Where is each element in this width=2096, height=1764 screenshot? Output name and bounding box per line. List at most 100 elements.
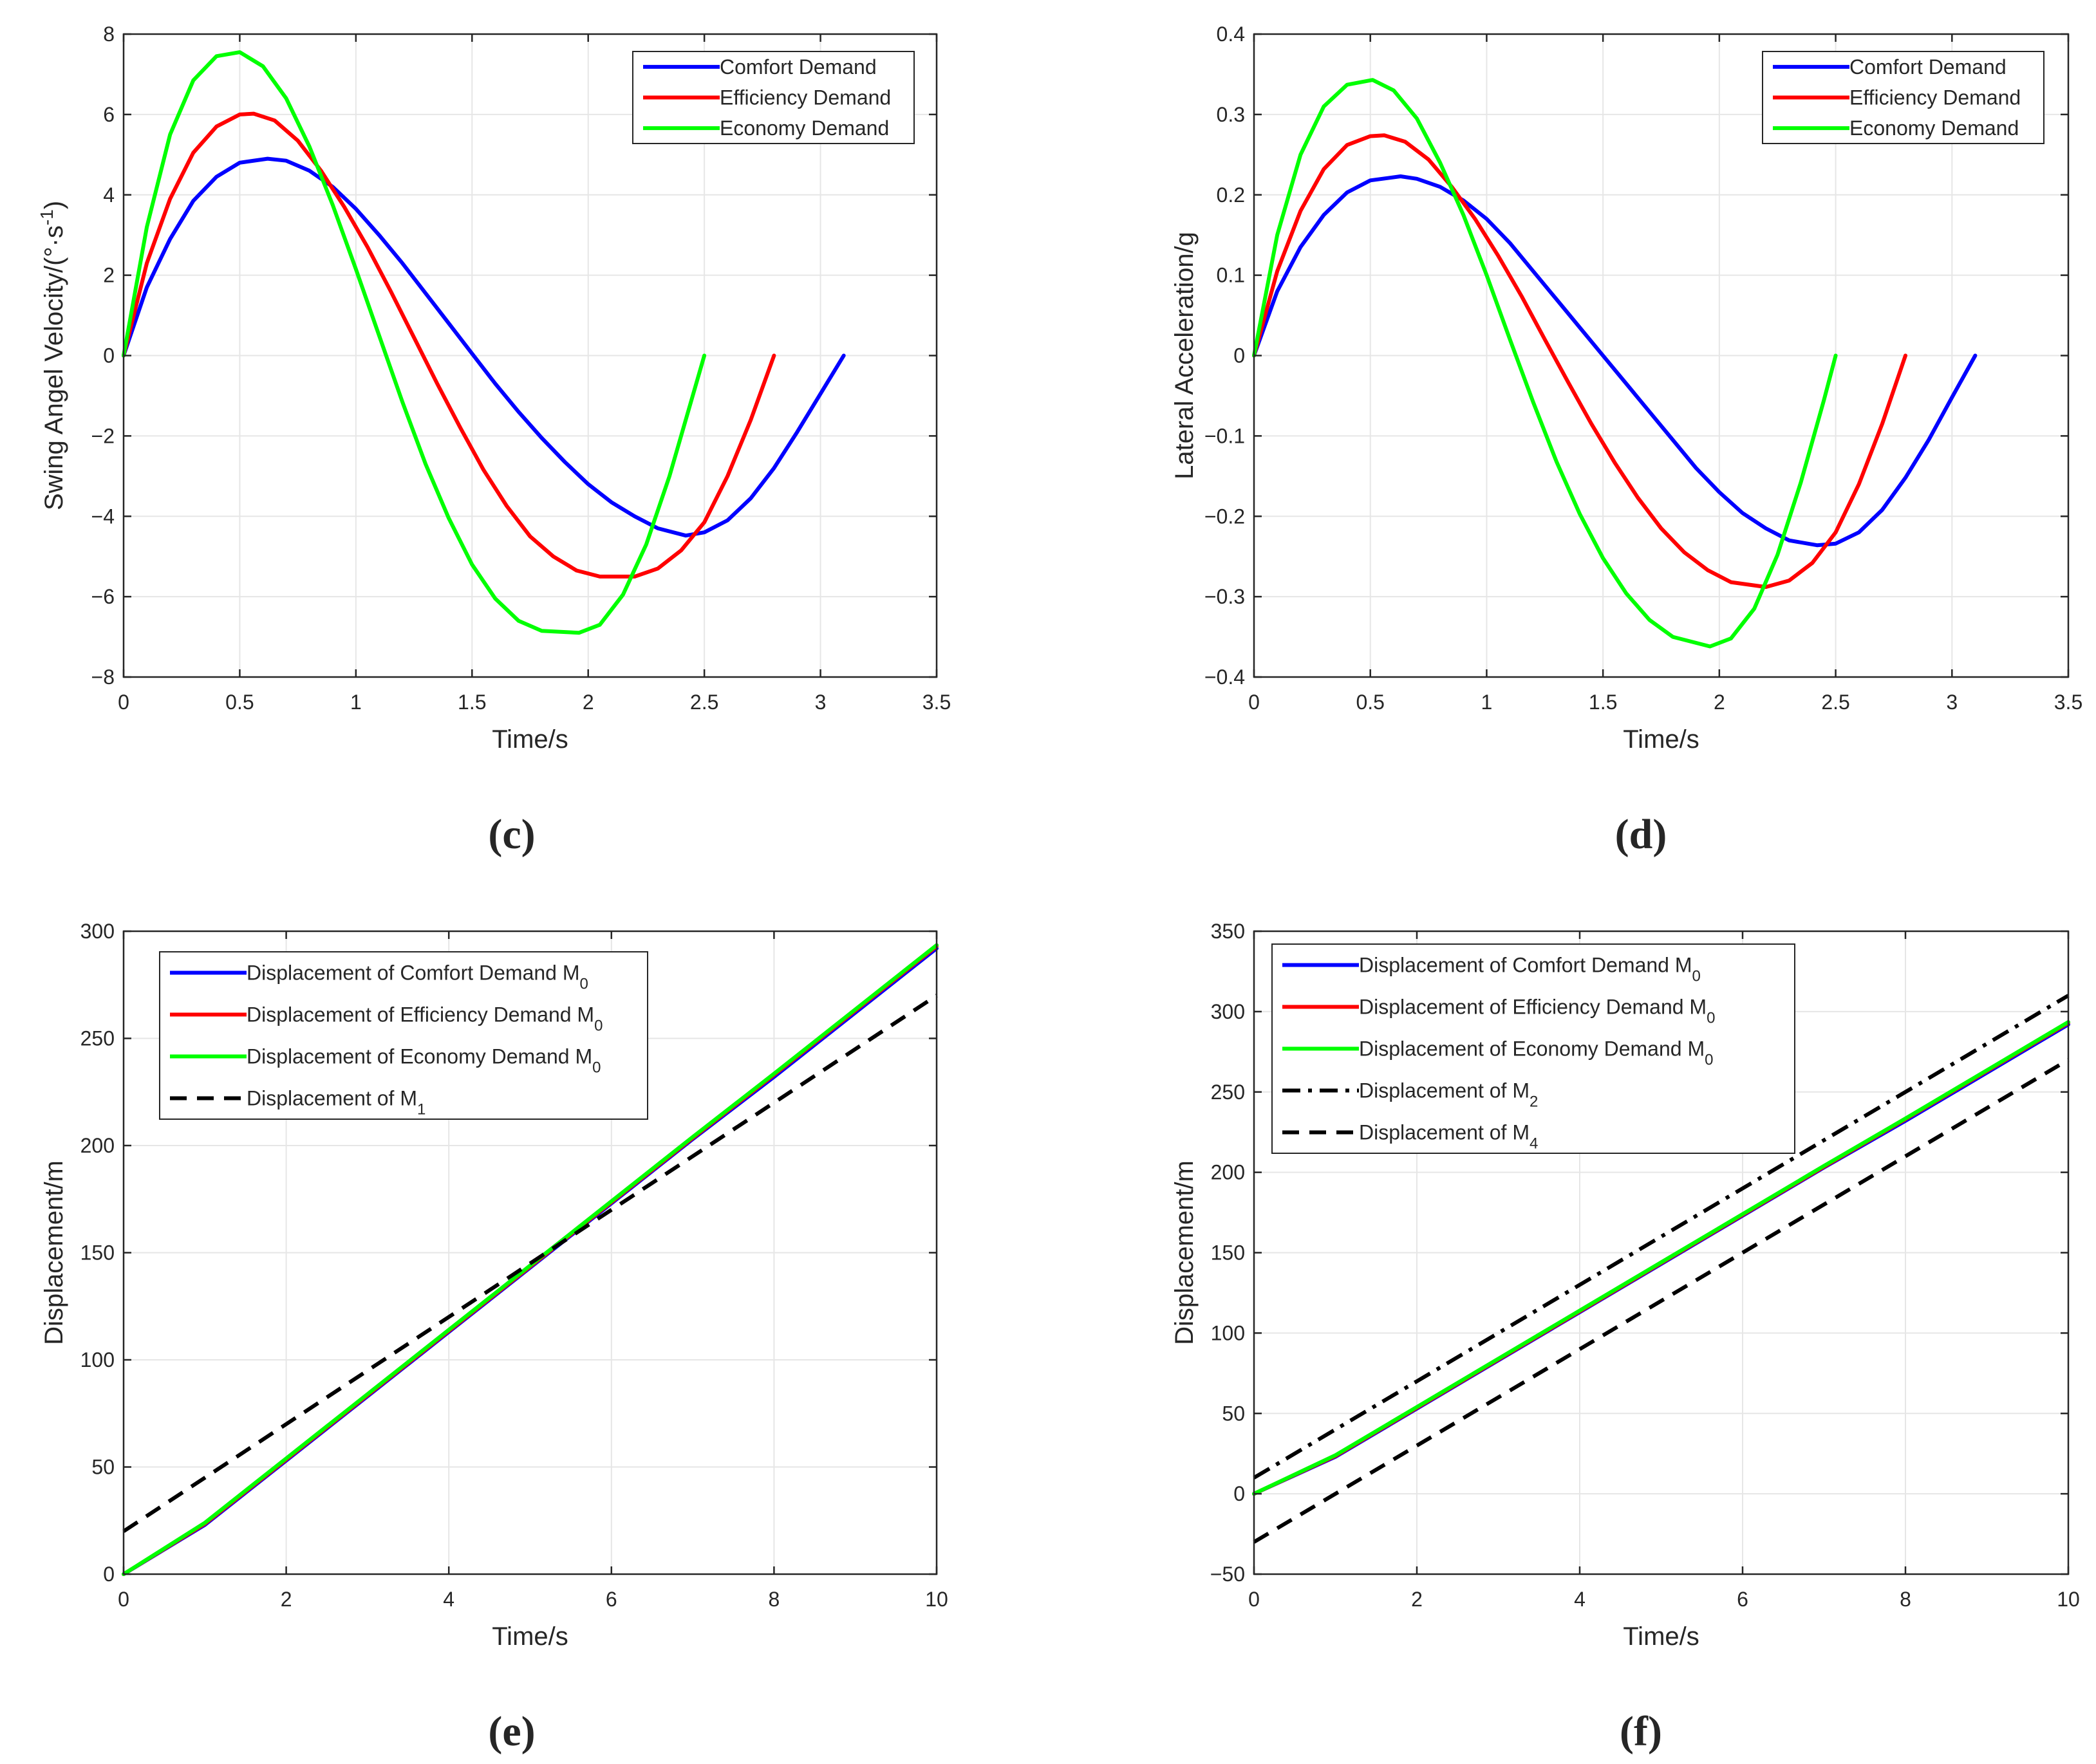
series-group	[122, 943, 939, 1576]
x-tick-label: 10	[925, 1588, 948, 1611]
y-tick-label: 50	[91, 1456, 115, 1479]
y-tick-label: 150	[80, 1241, 115, 1265]
series-line-5	[1253, 1058, 2070, 1544]
legend-entry: Displacement of Efficiency Demand M0	[1359, 996, 1715, 1027]
panel-label: (d)	[1615, 811, 1667, 858]
panel-label: (f)	[1620, 1708, 1662, 1755]
legend-entry-name: Economy Demand	[720, 116, 889, 140]
series-line-3	[122, 50, 707, 635]
chart-panel-4: 0 2 4 6 8 10−50050100150200250300350Time/sDis…	[1170, 920, 2080, 1755]
legend-entry-sub: 0	[580, 975, 588, 992]
y-axis-label: Displacement/m	[1170, 1160, 1199, 1345]
x-tick-label: 1.5	[1589, 691, 1617, 714]
x-tick-label: 2	[583, 691, 594, 714]
x-tick-label: 8	[1900, 1588, 1911, 1611]
legend-entry-name: Displacement of M	[1359, 1079, 1530, 1102]
x-tick-label: 3	[1946, 691, 1958, 714]
x-tick-label: 0.5	[225, 691, 254, 714]
ticks: 0 0.5 1 1.5 2 2.5 3 3.5 −0.4 −0.3 −0.2 −0.1 0 0.1 0.2 0…	[1204, 23, 2082, 714]
legend-entry-name: Displacement of M	[1359, 1121, 1530, 1144]
y-tick-label: −0.1	[1204, 424, 1245, 447]
x-tick-label: 1.5	[458, 691, 486, 714]
series-line-2	[1252, 133, 1907, 590]
y-axis-label: Lateral Acceleration/g	[1170, 232, 1199, 479]
x-tick-label: 8	[769, 1588, 780, 1611]
legend: Comfort Demand Efficiency Demand Economy D…	[632, 51, 915, 144]
legend-entry-sub: 0	[1692, 967, 1701, 985]
legend-entry-name: Displacement of Economy Demand M	[247, 1045, 592, 1068]
y-tick-label: −2	[91, 424, 115, 447]
legend-entry: Comfort Demand	[720, 55, 877, 79]
y-tick-label: 250	[1211, 1081, 1245, 1104]
x-tick-label: 3.5	[2054, 691, 2082, 714]
y-tick-label: 200	[80, 1134, 115, 1157]
x-tick-label: 0	[118, 691, 129, 714]
series-group	[1252, 78, 1978, 649]
legend-entry-sub: 4	[1530, 1135, 1538, 1152]
legend-entry-name: Efficiency Demand	[1849, 86, 2021, 109]
legend-entry-sub: 0	[1707, 1009, 1715, 1026]
series-group	[122, 50, 846, 635]
panel-label: (c)	[488, 811, 535, 858]
y-tick-label: 0.4	[1217, 23, 1245, 46]
legend-entry-name: Displacement of M	[247, 1087, 417, 1110]
legend-entry: Displacement of M4	[1359, 1121, 1538, 1153]
y-tick-label: 6	[103, 103, 115, 126]
x-tick-label: 2	[1411, 1588, 1423, 1611]
legend-entry-name: Economy Demand	[1849, 116, 2019, 140]
y-tick-label: −8	[91, 665, 115, 689]
y-tick-label: −0.3	[1204, 585, 1245, 608]
y-tick-label: −0.2	[1204, 505, 1245, 528]
x-tick-label: 2	[281, 1588, 292, 1611]
y-tick-label: 100	[80, 1348, 115, 1371]
chart-panel-3: 0 2 4 6 8 10050100150200250300Time/sDisplacem…	[40, 920, 948, 1755]
x-tick-label: 4	[443, 1588, 454, 1611]
series-line-4	[122, 994, 938, 1533]
chart-panel-2: 0 0.5 1 1.5 2 2.5 3 3.5 −0.4 −0.3 −0.2 −0.1 0 0.1 0.2 0…	[1170, 23, 2082, 858]
y-axis-label-main: Displacement/m	[40, 1160, 68, 1345]
series-group	[1252, 994, 2070, 1544]
legend-entry-name: Displacement of Comfort Demand M	[1359, 954, 1692, 977]
y-tick-label: 300	[80, 920, 115, 943]
x-tick-label: 0	[118, 1588, 129, 1611]
series-line-3	[1252, 1020, 2070, 1496]
legend-entry-name: Displacement of Efficiency Demand M	[247, 1003, 594, 1026]
y-tick-label: −6	[91, 585, 115, 608]
x-tick-label: 3.5	[922, 691, 951, 714]
y-tick-label: 0.3	[1217, 103, 1245, 126]
legend-entry: Displacement of Comfort Demand M0	[247, 961, 588, 993]
legend-entry-name: Displacement of Economy Demand M	[1359, 1037, 1705, 1061]
y-axis-label-sup: -1	[37, 209, 57, 225]
y-axis-label: Swing Angel Velocity/(°·s-1)	[37, 201, 69, 510]
y-axis-label: Displacement/m	[40, 1160, 68, 1345]
y-tick-label: 350	[1211, 920, 1245, 943]
ticks: 0 0.5 1 1.5 2 2.5 3 3.5 −8 −6 −4 −2 0 2 4 6 8	[91, 23, 951, 714]
x-axis-label: Time/s	[492, 1622, 568, 1651]
legend-entry-sub: 0	[594, 1017, 603, 1034]
legend: Displacement of Comfort Demand M0Displac…	[1271, 943, 1795, 1154]
legend: Comfort Demand Efficiency Demand Economy D…	[1762, 51, 2045, 144]
legend-entry-sub: 1	[417, 1100, 426, 1118]
x-tick-label: 3	[815, 691, 827, 714]
legend-entry: Displacement of Comfort Demand M0	[1359, 954, 1701, 985]
legend-box	[1271, 943, 1795, 1154]
legend-box	[159, 951, 648, 1120]
x-tick-label: 10	[2057, 1588, 2080, 1611]
legend-entry: Efficiency Demand	[1849, 86, 2021, 109]
legend: Displacement of Comfort Demand M0 Displac…	[159, 951, 648, 1120]
legend-entry-sub: 0	[1705, 1051, 1713, 1068]
x-tick-label: 0	[1248, 1588, 1260, 1611]
x-tick-label: 4	[1574, 1588, 1586, 1611]
legend-entry: Comfort Demand	[1849, 55, 2007, 79]
legend-entry: Displacement of Efficiency Demand M0	[247, 1003, 603, 1035]
y-tick-label: 200	[1211, 1161, 1245, 1184]
x-tick-label: 1	[350, 691, 362, 714]
y-tick-label: 0	[103, 344, 115, 367]
y-tick-label: 0.2	[1217, 183, 1245, 207]
y-tick-label: −4	[91, 505, 115, 528]
x-tick-label: 2.5	[690, 691, 718, 714]
legend-entry-sub: 2	[1530, 1093, 1538, 1110]
